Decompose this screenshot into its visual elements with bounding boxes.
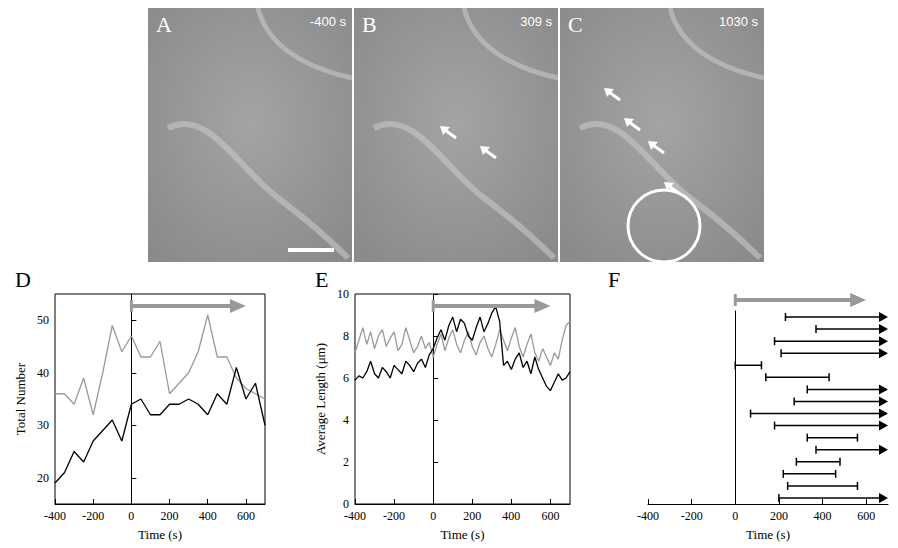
svg-text:F: F xyxy=(608,267,620,292)
svg-text:Total Number: Total Number xyxy=(13,362,28,435)
svg-text:0: 0 xyxy=(343,497,349,511)
svg-text:200: 200 xyxy=(770,509,788,523)
svg-text:400: 400 xyxy=(502,509,520,523)
svg-text:600: 600 xyxy=(857,509,875,523)
svg-text:0: 0 xyxy=(128,509,134,523)
svg-text:C: C xyxy=(568,12,583,37)
svg-text:309 s: 309 s xyxy=(520,14,552,29)
svg-text:B: B xyxy=(362,12,377,37)
svg-text:50: 50 xyxy=(37,313,49,327)
svg-text:Time (s): Time (s) xyxy=(441,527,485,542)
svg-text:200: 200 xyxy=(463,509,481,523)
svg-text:10: 10 xyxy=(337,287,349,301)
svg-text:600: 600 xyxy=(541,509,559,523)
svg-text:-400: -400 xyxy=(44,509,66,523)
svg-text:8: 8 xyxy=(343,329,349,343)
svg-text:0: 0 xyxy=(430,509,436,523)
svg-text:1030 s: 1030 s xyxy=(719,14,759,29)
svg-text:Average Length (μm): Average Length (μm) xyxy=(313,343,328,455)
svg-text:E: E xyxy=(315,267,328,292)
svg-text:-400 s: -400 s xyxy=(310,14,347,29)
svg-text:400: 400 xyxy=(199,509,217,523)
svg-text:A: A xyxy=(156,12,172,37)
svg-text:4: 4 xyxy=(343,413,349,427)
svg-text:40: 40 xyxy=(37,366,49,380)
svg-text:600: 600 xyxy=(237,509,255,523)
svg-text:Time (s): Time (s) xyxy=(138,527,182,542)
svg-text:20: 20 xyxy=(37,471,49,485)
svg-text:200: 200 xyxy=(161,509,179,523)
svg-text:6: 6 xyxy=(343,371,349,385)
svg-text:0: 0 xyxy=(732,509,738,523)
svg-text:-200: -200 xyxy=(681,509,703,523)
svg-text:D: D xyxy=(15,267,31,292)
svg-text:400: 400 xyxy=(814,509,832,523)
svg-text:-200: -200 xyxy=(383,509,405,523)
svg-text:-400: -400 xyxy=(344,509,366,523)
svg-text:Time (s): Time (s) xyxy=(746,527,790,542)
svg-text:30: 30 xyxy=(37,418,49,432)
svg-text:-400: -400 xyxy=(637,509,659,523)
svg-text:2: 2 xyxy=(343,455,349,469)
svg-text:-200: -200 xyxy=(82,509,104,523)
